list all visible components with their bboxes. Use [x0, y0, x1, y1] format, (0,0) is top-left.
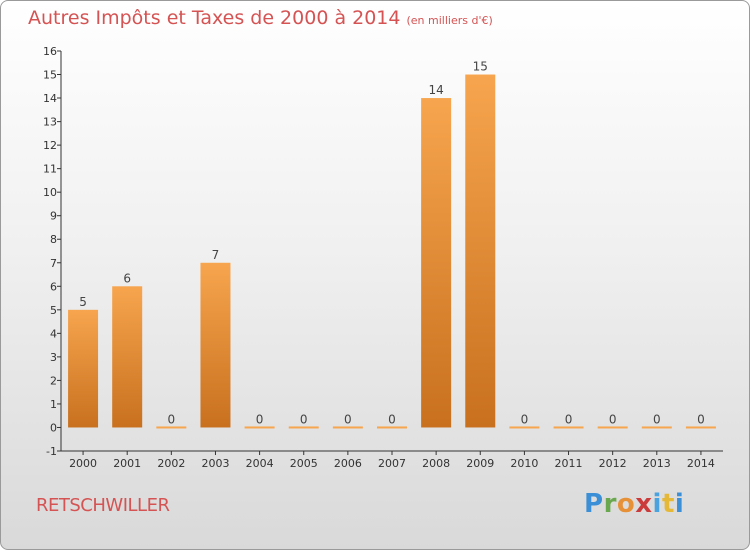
- x-tick-label: 2001: [113, 457, 141, 470]
- x-tick-label: 2007: [378, 457, 406, 470]
- y-tick-label: 3: [50, 351, 57, 364]
- y-tick-label: 7: [50, 257, 57, 270]
- y-tick-label: 0: [50, 421, 57, 434]
- bar: [553, 426, 584, 429]
- y-tick-label: -1: [46, 445, 57, 458]
- logo-letter: x: [635, 489, 653, 519]
- y-tick-label: 6: [50, 280, 57, 293]
- y-tick-label: 15: [43, 69, 57, 82]
- x-tick-label: 2002: [157, 457, 185, 470]
- data-label: 7: [212, 248, 220, 262]
- logo-letter: i: [674, 489, 685, 519]
- x-tick-label: 2011: [555, 457, 583, 470]
- x-tick-label: 2006: [334, 457, 362, 470]
- data-label: 15: [473, 60, 488, 74]
- x-tick-label: 2008: [422, 457, 450, 470]
- x-tick-label: 2010: [510, 457, 538, 470]
- bar: [509, 426, 540, 429]
- bar: [112, 286, 143, 428]
- data-label: 0: [521, 412, 529, 426]
- x-tick-label: 2013: [643, 457, 671, 470]
- data-label: 5: [79, 295, 87, 309]
- place-name: RETSCHWILLER: [36, 495, 170, 516]
- x-tick-label: 2014: [687, 457, 715, 470]
- x-tick-label: 2004: [246, 457, 274, 470]
- data-label: 14: [428, 83, 443, 97]
- x-tick-label: 2012: [599, 457, 627, 470]
- data-label: 0: [300, 412, 308, 426]
- chart-title: Autres Impôts et Taxes de 2000 à 2014 (en…: [28, 7, 493, 29]
- bar: [421, 98, 452, 428]
- bar: [377, 426, 407, 429]
- bar: [244, 426, 275, 429]
- x-tick-label: 2003: [201, 457, 229, 470]
- data-label: 0: [344, 412, 352, 426]
- y-tick-label: 5: [50, 304, 57, 317]
- logo-letter: t: [661, 489, 675, 519]
- y-tick-label: 9: [50, 210, 57, 223]
- bar: [156, 426, 187, 429]
- chart-unit: (en milliers d'€): [406, 14, 493, 27]
- logo-letter: o: [616, 489, 636, 519]
- data-label: 0: [609, 412, 617, 426]
- y-tick-label: 16: [43, 45, 57, 58]
- data-label: 0: [565, 412, 573, 426]
- proxiti-logo: Proxiti: [584, 489, 684, 519]
- data-label: 6: [123, 271, 131, 285]
- logo-letter: i: [652, 489, 662, 519]
- x-tick-label: 2005: [290, 457, 318, 470]
- x-tick-label: 2000: [69, 457, 97, 470]
- y-tick-label: 2: [50, 374, 57, 387]
- bar: [641, 426, 672, 429]
- data-label: 0: [697, 412, 705, 426]
- y-tick-label: 10: [43, 186, 57, 199]
- y-tick-label: 13: [43, 116, 57, 129]
- x-tick-label: 2009: [466, 457, 494, 470]
- bar: [465, 74, 496, 428]
- y-tick-label: 14: [43, 92, 57, 105]
- y-tick-label: 4: [50, 327, 57, 340]
- bar: [332, 426, 363, 429]
- data-label: 0: [653, 412, 661, 426]
- bar: [200, 262, 231, 428]
- data-label: 0: [388, 412, 396, 426]
- logo-letter: P: [584, 489, 604, 519]
- y-tick-label: 11: [43, 163, 57, 176]
- bar: [685, 426, 716, 429]
- y-tick-label: 12: [43, 139, 57, 152]
- bar: [68, 309, 99, 428]
- bar: [288, 426, 319, 429]
- y-tick-label: 8: [50, 233, 57, 246]
- logo-letter: r: [603, 489, 617, 519]
- chart-title-text: Autres Impôts et Taxes de 2000 à 2014: [28, 7, 401, 29]
- data-label: 0: [168, 412, 176, 426]
- bar: [597, 426, 628, 429]
- y-tick-label: 1: [50, 398, 57, 411]
- data-label: 0: [256, 412, 264, 426]
